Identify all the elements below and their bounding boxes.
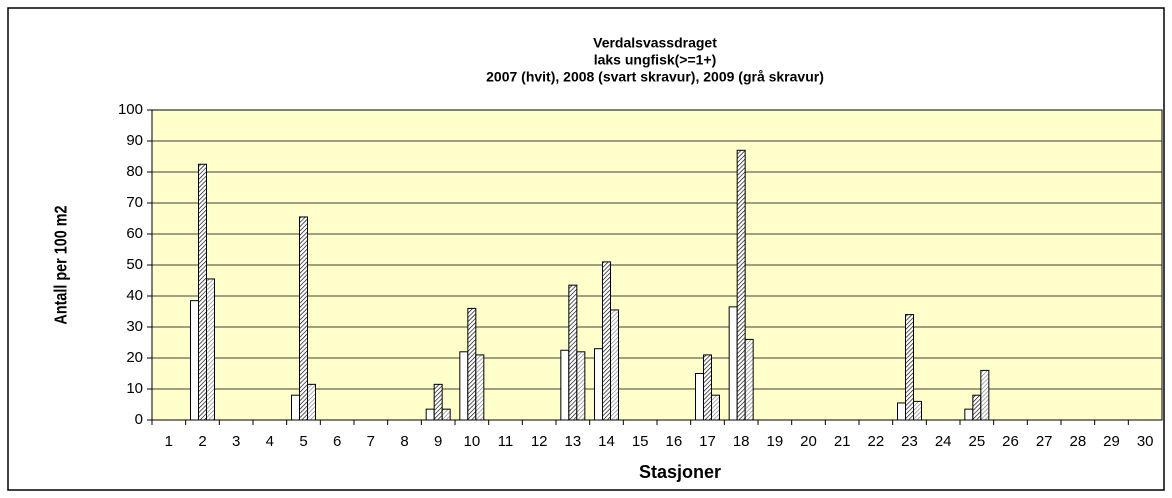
x-tick-label: 24 — [935, 433, 952, 450]
bar — [610, 309, 619, 421]
bar — [307, 383, 316, 421]
y-tick-label: 70 — [126, 194, 143, 211]
y-tick-label: 40 — [126, 287, 143, 304]
x-tick-label: 4 — [266, 433, 274, 450]
x-tick-label: 15 — [632, 433, 649, 450]
bar — [299, 216, 308, 421]
x-tick-label: 27 — [1036, 433, 1053, 450]
bar — [972, 394, 982, 421]
chart-title: Verdalsvassdraget — [593, 35, 717, 51]
x-tick-label: 28 — [1069, 433, 1086, 450]
x-tick-label: 1 — [165, 433, 173, 450]
x-tick-label: 10 — [463, 433, 480, 450]
y-tick-label: 50 — [126, 256, 143, 273]
x-tick-label: 13 — [564, 433, 581, 450]
bar — [433, 383, 443, 421]
bar — [594, 348, 603, 421]
x-tick-label: 30 — [1137, 433, 1154, 450]
bar — [190, 300, 199, 421]
y-tick-label: 0 — [135, 411, 143, 428]
chart-title: 2007 (hvit), 2008 (svart skravur), 2009 … — [486, 69, 824, 85]
x-tick-label: 22 — [867, 433, 884, 450]
bar — [695, 373, 704, 421]
x-tick-label: 9 — [434, 433, 442, 450]
bar — [425, 408, 435, 421]
x-tick-label: 17 — [699, 433, 716, 450]
bar — [568, 284, 578, 421]
bar — [291, 394, 300, 421]
bar — [897, 402, 906, 421]
bar — [459, 351, 469, 421]
x-tick-label: 29 — [1103, 433, 1120, 450]
x-tick-label: 19 — [766, 433, 783, 450]
x-tick-label: 18 — [733, 433, 750, 450]
y-tick-label: 90 — [126, 132, 143, 149]
bar — [198, 163, 207, 421]
x-tick-label: 14 — [598, 433, 615, 450]
x-tick-label: 2 — [198, 433, 206, 450]
bar — [441, 408, 451, 421]
bar — [744, 338, 754, 421]
chart-title: laks ungfisk(>=1+) — [594, 52, 717, 68]
x-tick-label: 5 — [299, 433, 307, 450]
x-axis-title: Stasjoner — [639, 462, 721, 482]
x-tick-label: 23 — [901, 433, 918, 450]
bar — [913, 400, 922, 421]
bar — [711, 394, 720, 421]
x-tick-label: 21 — [834, 433, 851, 450]
bar — [206, 278, 215, 421]
y-tick-label: 100 — [118, 101, 143, 118]
y-tick-label: 80 — [126, 163, 143, 180]
bar — [964, 408, 974, 421]
bar — [467, 307, 477, 421]
bar — [475, 354, 485, 421]
bar — [703, 354, 712, 421]
x-tick-label: 16 — [665, 433, 682, 450]
x-tick-label: 3 — [232, 433, 240, 450]
y-tick-label: 10 — [126, 380, 143, 397]
x-tick-label: 8 — [400, 433, 408, 450]
x-tick-label: 6 — [333, 433, 341, 450]
x-tick-label: 26 — [1002, 433, 1019, 450]
bar — [980, 369, 990, 421]
x-tick-label: 12 — [531, 433, 548, 450]
bar — [905, 314, 914, 421]
bar — [576, 351, 586, 421]
x-tick-label: 7 — [367, 433, 375, 450]
y-axis-title: Antall per 100 m2 — [51, 205, 71, 324]
y-tick-label: 20 — [126, 349, 143, 366]
x-tick-label: 11 — [498, 433, 514, 450]
bar — [736, 149, 746, 421]
y-tick-label: 60 — [126, 225, 143, 242]
bar — [602, 261, 611, 421]
bar — [728, 306, 738, 421]
x-tick-label: 25 — [968, 433, 985, 450]
x-tick-label: 20 — [800, 433, 817, 450]
bar — [560, 349, 570, 421]
y-tick-label: 30 — [126, 318, 143, 335]
